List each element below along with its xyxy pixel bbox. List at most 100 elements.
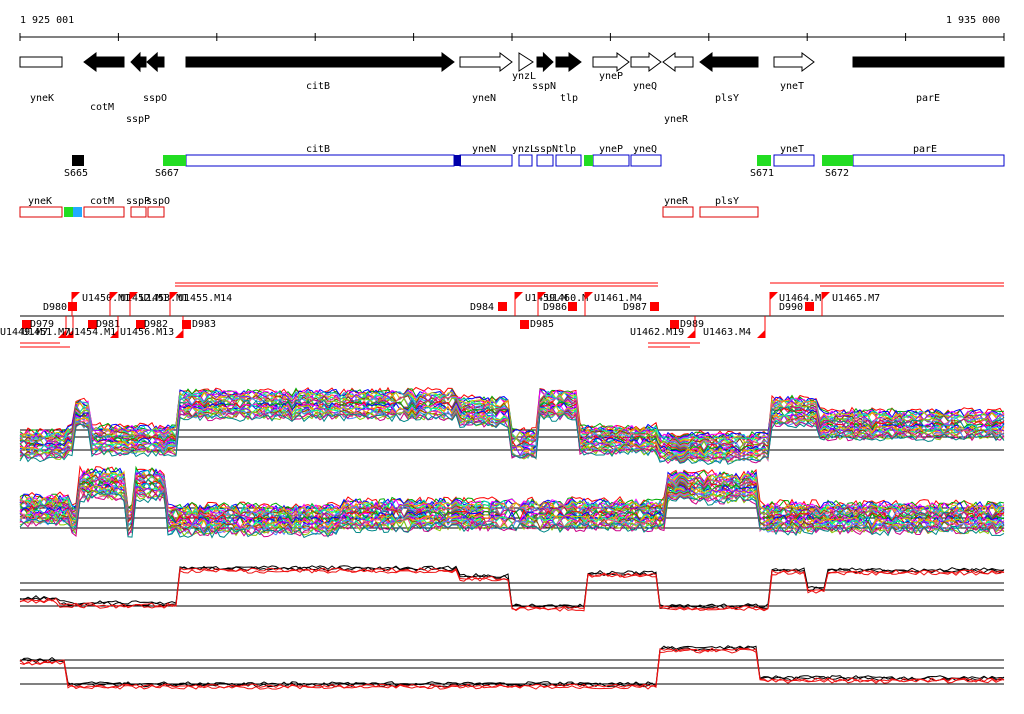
feature-mark [88, 320, 97, 329]
feature-D985[interactable]: D985 [520, 319, 554, 330]
feature-D990[interactable]: D990 [779, 302, 814, 313]
reverse-transcript-plsY[interactable]: plsY [699, 196, 759, 218]
transcript-citB[interactable]: citB [185, 144, 455, 167]
feature-U1452.M1[interactable]: U1452.M1 [109, 292, 168, 316]
transcript-parE[interactable]: parE [852, 144, 1005, 167]
feature-mark [22, 320, 31, 329]
gene-shape [19, 56, 63, 68]
gene-plsY[interactable]: plsY [699, 52, 759, 104]
ruler-start-label: 1 925 001 [20, 15, 74, 26]
gene-sspN[interactable]: sspN [532, 51, 556, 92]
feature-D986[interactable]: D986 [543, 302, 577, 313]
transcript-sspN[interactable]: sspN [534, 144, 558, 167]
feature-D982[interactable]: D982 [136, 319, 168, 330]
transcript-label: yneN [472, 144, 496, 155]
gene-yneP[interactable]: yneP [592, 52, 630, 82]
feature-label: D984 [470, 302, 494, 313]
gene-shape [83, 52, 125, 72]
gene-yneN[interactable]: yneN [459, 52, 513, 104]
feature-D983[interactable]: D983 [182, 319, 216, 330]
feature-mark [58, 330, 66, 338]
gene-sspP[interactable]: sspP [126, 51, 150, 125]
gene-parE[interactable]: parE [852, 56, 1005, 104]
site-S665[interactable]: S665 [64, 155, 88, 179]
feature-U1451.M7[interactable]: U1451.M7 [22, 316, 74, 338]
reverse-transcript-yneK[interactable]: yneK [19, 196, 63, 218]
transcript-yneQ[interactable]: yneQ [630, 144, 662, 167]
gene-shape [662, 52, 694, 72]
feature-label: U1456.M13 [120, 327, 174, 338]
feature-mark [182, 320, 191, 329]
expression-trace [19, 647, 1005, 689]
transcript-box [536, 154, 554, 167]
transcript-tlp[interactable]: tlp [555, 144, 582, 167]
feature-D989[interactable]: D989 [670, 319, 704, 330]
feature-mark [170, 292, 178, 300]
gene-shape [773, 52, 815, 72]
feature-U1462.M19[interactable]: U1462.M19 [630, 316, 696, 338]
transcript-yneT[interactable]: yneT [773, 144, 815, 167]
feature-U1463.M4[interactable]: U1463.M4 [703, 316, 766, 338]
feature-mark [568, 302, 577, 311]
feature-U1464.M[interactable]: U1464.M [769, 292, 821, 316]
site-label: S667 [155, 168, 179, 179]
gene-cotM[interactable]: cotM [83, 52, 125, 113]
feature-mark [805, 302, 814, 311]
transcript-box [773, 154, 815, 167]
gene-ynzL[interactable]: ynzL [512, 52, 536, 82]
transcript-yneN[interactable]: yneN [459, 144, 513, 167]
feature-label: U1454.M1 [68, 327, 116, 338]
feature-U1465.M7[interactable]: U1465.M7 [821, 292, 880, 316]
gene-shape [130, 51, 147, 73]
transcript-yneP[interactable]: yneP [592, 144, 630, 167]
gene-yneK[interactable]: yneK [19, 56, 63, 104]
feature-mark [650, 302, 659, 311]
feature-U1459.M[interactable]: U1459.M [514, 292, 567, 316]
reverse-transcript-cotM[interactable]: cotM [83, 196, 125, 218]
feature-U1450.M1[interactable]: U1450.M1 [71, 292, 130, 316]
feature-mark [65, 330, 73, 338]
feature-U1454.M1[interactable]: U1454.M1 [68, 316, 119, 338]
feature-D981[interactable]: D981 [88, 319, 120, 330]
gene-yneR[interactable]: yneR [662, 52, 694, 125]
gene-yneT[interactable]: yneT [773, 52, 815, 92]
expression-trace [19, 646, 1005, 688]
site-S671[interactable]: S671 [750, 155, 774, 179]
reverse-transcript-sspO[interactable]: sspO [146, 196, 170, 218]
feature-label: D981 [96, 319, 120, 330]
site-S667[interactable]: S667 [155, 155, 186, 179]
feature-U1461.M4[interactable]: U1461.M4 [584, 292, 642, 316]
gene-citB[interactable]: citB [185, 52, 455, 92]
transcript-box [459, 154, 513, 167]
transcript-label: sspN [534, 144, 558, 155]
feature-D987[interactable]: D987 [623, 302, 659, 313]
feature-mark [770, 292, 778, 300]
gene-tlp[interactable]: tlp [555, 52, 582, 104]
feature-label: U1464.M [779, 293, 821, 304]
feature-mark [670, 320, 679, 329]
gene-sspO[interactable]: sspO [143, 51, 167, 104]
feature-mark [72, 292, 80, 300]
coordinate-ruler: 1 925 001 1 935 000 [19, 15, 1005, 41]
reverse-transcript-sspP[interactable]: sspP [126, 196, 150, 218]
feature-D984[interactable]: D984 [470, 302, 507, 313]
profile-panel [19, 465, 1005, 539]
transcript-ynzL[interactable]: ynzL [512, 144, 536, 167]
gene-yneQ[interactable]: yneQ [630, 52, 662, 92]
feature-mark [110, 292, 118, 300]
transcript-label: cotM [90, 196, 114, 207]
transcript-label: sspP [126, 196, 150, 207]
feature-mark [110, 330, 118, 338]
reverse-transcript-yneR[interactable]: yneR [662, 196, 694, 218]
feature-U1453.M1[interactable]: U1453.M1 [129, 292, 188, 316]
gene-label: tlp [560, 93, 578, 104]
site-S672[interactable]: S672 [822, 155, 853, 179]
feature-D979[interactable]: D979 [22, 319, 54, 330]
site-box [163, 155, 186, 166]
feature-U1449.M7[interactable]: U1449.M7 [0, 316, 67, 338]
feature-U1455.M14[interactable]: U1455.M14 [169, 292, 232, 316]
transcript-label: tlp [558, 144, 576, 155]
feature-U1460.M[interactable]: U1460.M [537, 292, 588, 316]
